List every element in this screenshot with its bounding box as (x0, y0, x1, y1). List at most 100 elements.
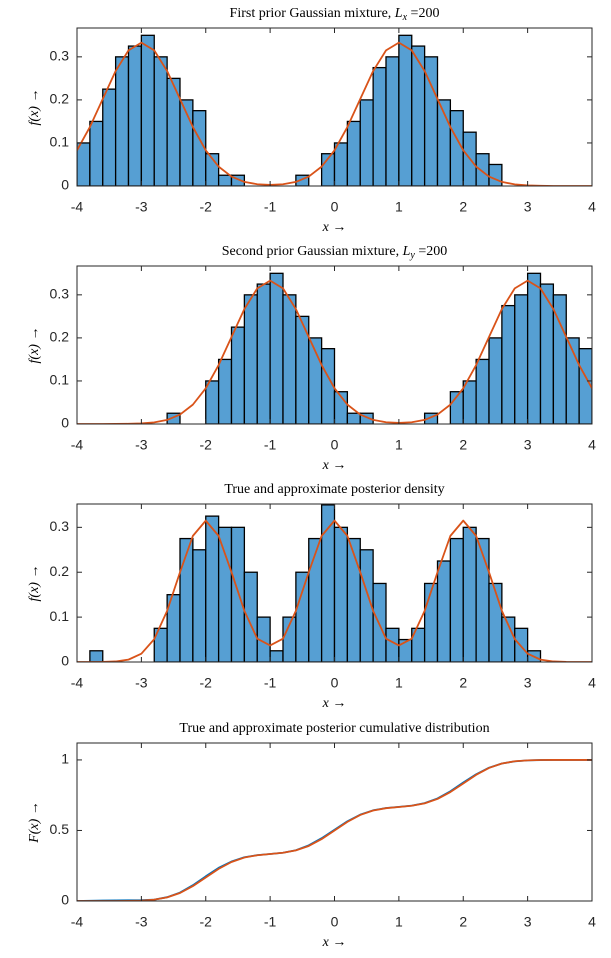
y-tick-label: 0.1 (50, 134, 70, 150)
bar (89, 120, 104, 186)
title-subscript: y (409, 250, 415, 261)
chart-title: Second prior Gaussian mixture, Ly =200 (222, 244, 447, 261)
plot-area (77, 34, 592, 186)
bar (333, 142, 349, 186)
bar (140, 34, 155, 186)
bar (153, 56, 168, 186)
title-suffix: =200 (407, 6, 439, 21)
y-tick-label: 0.2 (50, 563, 70, 579)
x-tick-label: 0 (331, 199, 339, 215)
bar (475, 153, 490, 186)
y-tick-label: 0.3 (50, 286, 70, 302)
y-tick-label: 0.1 (50, 372, 70, 388)
y-tick-label: 0 (61, 415, 69, 431)
bar (205, 380, 220, 424)
plot-area (77, 272, 592, 424)
bar (398, 34, 413, 186)
bar (256, 283, 271, 424)
x-tick-label: -2 (200, 675, 213, 691)
bar (488, 582, 503, 662)
bar (359, 99, 374, 186)
y-axis-label: f(x) → (27, 327, 42, 364)
bar (462, 526, 477, 662)
x-tick-label: 4 (588, 914, 596, 930)
y-axis-label: f(x) → (27, 565, 42, 602)
x-tick-label: -1 (264, 437, 277, 453)
x-tick-label: 0 (331, 675, 339, 691)
y-tick-label: 0.3 (50, 518, 70, 534)
bar (359, 412, 374, 424)
curve (77, 279, 592, 424)
title-symbol: L (394, 6, 403, 21)
y-axis-label: f(x) → (27, 89, 42, 126)
x-tick-label: 4 (588, 437, 596, 453)
y-tick-label: 0.3 (50, 48, 70, 64)
x-tick-label: 4 (588, 199, 596, 215)
bar (230, 326, 246, 424)
bar (295, 174, 310, 186)
y-tick-label: 1 (61, 751, 69, 767)
bar (333, 526, 349, 662)
plot-area (77, 759, 592, 901)
y-axis-label: F(x) → (27, 801, 42, 844)
x-tick-label: -2 (200, 914, 213, 930)
title-text: Second prior Gaussian mixture, (222, 244, 403, 259)
bar (166, 412, 181, 424)
bar (217, 174, 233, 186)
bar (127, 45, 143, 186)
bar (205, 515, 220, 662)
bar (230, 526, 246, 662)
bar (436, 560, 452, 662)
bar (488, 163, 503, 186)
x-tick-label: 1 (395, 675, 403, 691)
y-tick-label: 0 (61, 177, 69, 193)
x-tick-label: 3 (524, 199, 532, 215)
bar (346, 120, 361, 186)
x-tick-label: -3 (135, 199, 148, 215)
x-tick-label: 0 (331, 914, 339, 930)
x-tick-label: -4 (71, 437, 84, 453)
chart-title: True and approximate posterior cumulativ… (179, 721, 489, 736)
x-tick-label: 2 (459, 675, 467, 691)
x-tick-label: -3 (135, 914, 148, 930)
x-tick-label: -1 (264, 675, 277, 691)
x-tick-label: -1 (264, 914, 277, 930)
bar (179, 537, 194, 662)
bar (514, 294, 529, 424)
x-tick-label: 1 (395, 199, 403, 215)
curve (77, 519, 592, 662)
x-tick-label: 4 (588, 675, 596, 691)
x-tick-label: 3 (524, 437, 532, 453)
bar (192, 549, 207, 662)
curve (77, 759, 592, 901)
title-subscript: x (402, 12, 408, 23)
panel: -4 -3 -2 -1 0 1 2 3 4 0 0.1 0.2 0.3 x → f(x) → True and… (27, 482, 596, 711)
title-text: First prior Gaussian mixture, (230, 6, 395, 21)
bar (269, 272, 284, 424)
x-tick-label: 1 (395, 914, 403, 930)
bar (308, 537, 323, 662)
x-tick-label: 2 (459, 437, 467, 453)
bar (501, 304, 516, 424)
bar (423, 412, 439, 424)
x-axis-label: x → (322, 220, 347, 235)
x-axis-label: x → (322, 935, 347, 950)
bar (89, 650, 104, 662)
y-tick-label: 0.2 (50, 329, 70, 345)
bar (282, 294, 297, 424)
x-tick-label: -2 (200, 199, 213, 215)
y-tick-label: 0 (61, 892, 69, 908)
panel: -4 -3 -2 -1 0 1 2 3 4 0 0.5 1 x → F(x) → True and appr… (27, 721, 596, 950)
bar (385, 56, 400, 186)
plot-area (77, 504, 592, 662)
bar (230, 174, 246, 186)
bar (217, 526, 233, 662)
title-symbol: L (402, 244, 411, 259)
bar (475, 358, 490, 424)
bar (77, 142, 91, 186)
curve (77, 41, 592, 186)
x-tick-label: 1 (395, 437, 403, 453)
bar (269, 650, 284, 662)
x-axis-label: x → (322, 696, 347, 711)
